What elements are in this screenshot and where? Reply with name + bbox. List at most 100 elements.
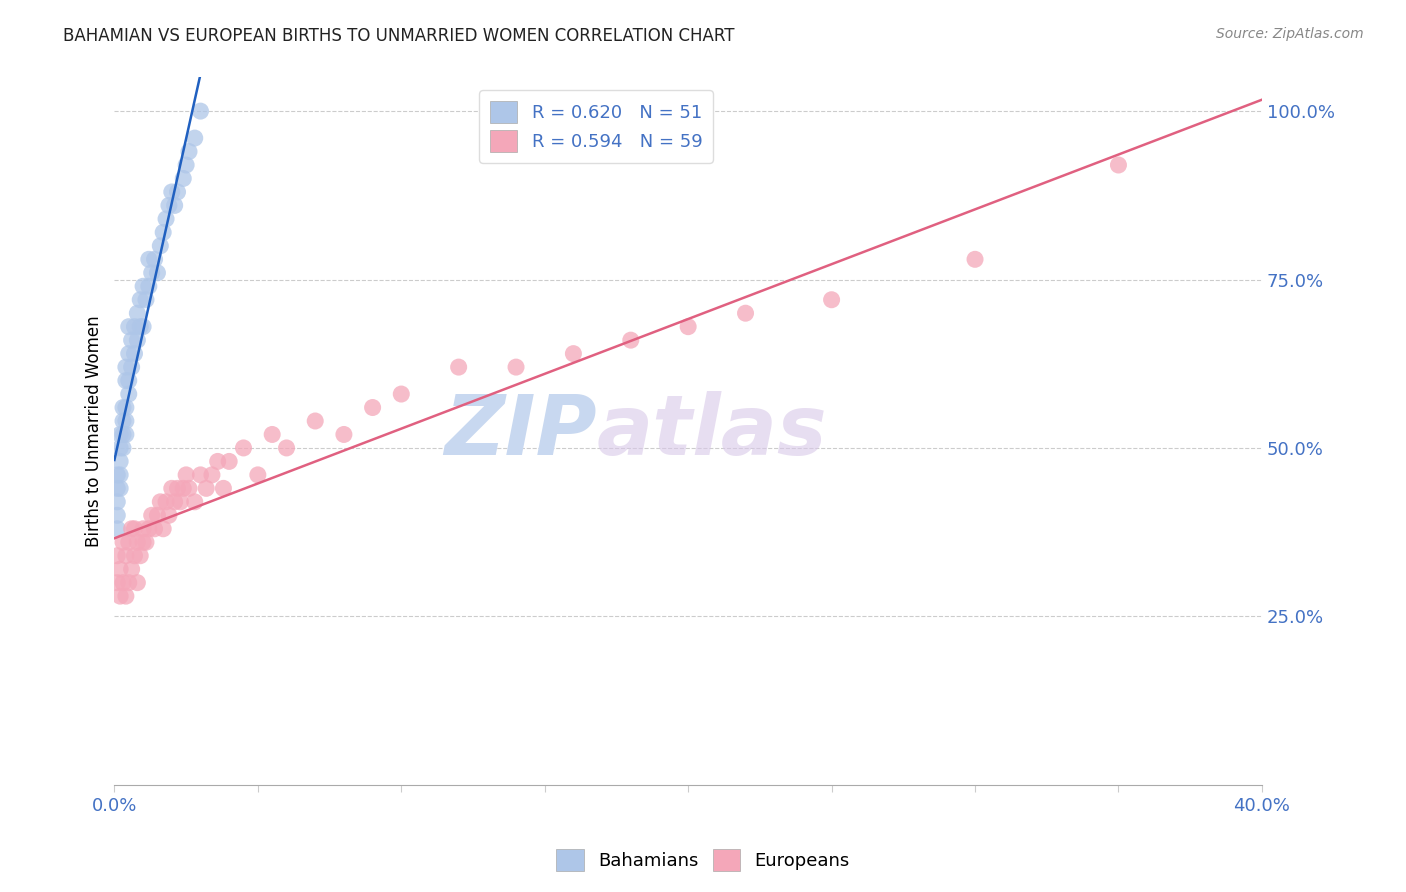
Point [155, 495, 177, 509]
Text: atlas: atlas [596, 391, 827, 472]
Point [127, 575, 149, 590]
Point [177, 145, 200, 159]
Point [146, 508, 169, 523]
Point [138, 522, 160, 536]
Point [127, 306, 149, 320]
Point [333, 427, 356, 442]
Point [212, 481, 235, 495]
Point [562, 346, 585, 360]
Point [152, 522, 174, 536]
Point [111, 427, 134, 442]
Point [108, 562, 131, 576]
Point [132, 535, 155, 549]
Point [963, 252, 986, 267]
Point [115, 414, 138, 428]
Point [218, 454, 240, 468]
Point [177, 481, 200, 495]
Point [127, 535, 149, 549]
Text: Source: ZipAtlas.com: Source: ZipAtlas.com [1216, 27, 1364, 41]
Point [157, 198, 180, 212]
Point [108, 467, 131, 482]
Point [124, 522, 146, 536]
Point [108, 441, 131, 455]
Point [276, 441, 298, 455]
Point [105, 522, 128, 536]
Point [184, 131, 207, 145]
Point [149, 495, 172, 509]
Point [111, 441, 134, 455]
Point [820, 293, 842, 307]
Point [172, 481, 194, 495]
Point [169, 495, 191, 509]
Point [190, 104, 212, 119]
Point [105, 549, 128, 563]
Point [160, 481, 183, 495]
Point [118, 535, 141, 549]
Point [152, 226, 174, 240]
Point [135, 535, 157, 549]
Point [389, 387, 412, 401]
Point [121, 522, 143, 536]
Point [132, 279, 155, 293]
Point [172, 171, 194, 186]
Point [121, 360, 143, 375]
Point [105, 508, 128, 523]
Point [138, 279, 160, 293]
Point [1107, 158, 1129, 172]
Point [105, 495, 128, 509]
Point [155, 211, 177, 226]
Point [361, 401, 384, 415]
Point [111, 575, 134, 590]
Point [184, 495, 207, 509]
Point [108, 427, 131, 442]
Point [132, 522, 155, 536]
Point [143, 522, 166, 536]
Point [174, 158, 197, 172]
Point [734, 306, 756, 320]
Point [232, 441, 254, 455]
Point [105, 481, 128, 495]
Point [127, 333, 149, 347]
Point [121, 333, 143, 347]
Point [207, 454, 229, 468]
Y-axis label: Births to Unmarried Women: Births to Unmarried Women [86, 315, 103, 547]
Point [108, 589, 131, 603]
Point [115, 549, 138, 563]
Point [111, 535, 134, 549]
Legend: Bahamians, Europeans: Bahamians, Europeans [550, 842, 856, 879]
Point [146, 266, 169, 280]
Point [143, 252, 166, 267]
Point [201, 467, 224, 482]
Point [105, 575, 128, 590]
Point [135, 293, 157, 307]
Point [195, 481, 218, 495]
Point [129, 319, 152, 334]
Point [505, 360, 527, 375]
Point [129, 293, 152, 307]
Point [124, 549, 146, 563]
Point [105, 467, 128, 482]
Point [129, 549, 152, 563]
Legend: R = 0.620   N = 51, R = 0.594   N = 59: R = 0.620 N = 51, R = 0.594 N = 59 [479, 90, 713, 163]
Point [157, 508, 180, 523]
Point [124, 346, 146, 360]
Point [115, 374, 138, 388]
Point [246, 467, 269, 482]
Point [124, 319, 146, 334]
Point [108, 481, 131, 495]
Point [118, 575, 141, 590]
Point [676, 319, 699, 334]
Point [115, 401, 138, 415]
Point [118, 374, 141, 388]
Point [115, 427, 138, 442]
Point [163, 495, 186, 509]
Point [108, 454, 131, 468]
Point [118, 346, 141, 360]
Point [141, 266, 163, 280]
Point [304, 414, 326, 428]
Point [620, 333, 643, 347]
Point [163, 198, 186, 212]
Point [166, 481, 188, 495]
Point [115, 589, 138, 603]
Point [138, 252, 160, 267]
